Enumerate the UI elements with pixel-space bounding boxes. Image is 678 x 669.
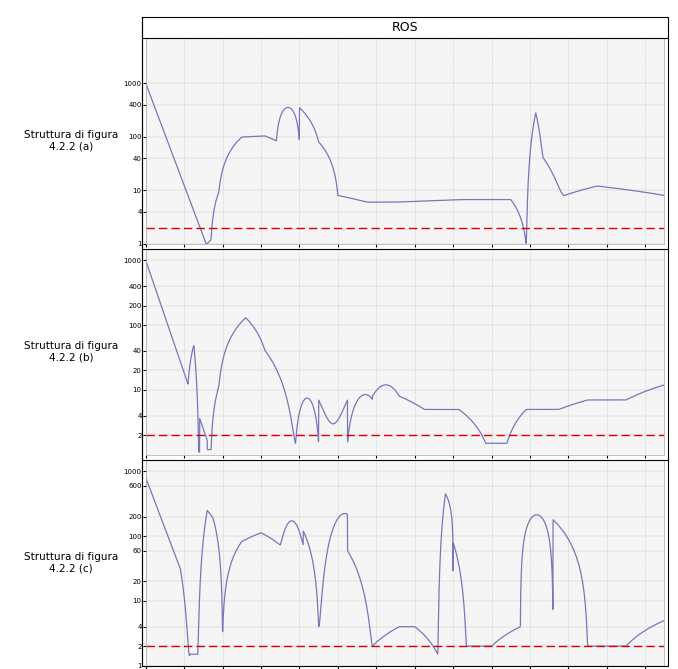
Text: ROS: ROS xyxy=(392,21,418,34)
Text: Struttura di figura
4.2.2 (c): Struttura di figura 4.2.2 (c) xyxy=(24,552,119,573)
Text: Struttura di figura
4.2.2 (a): Struttura di figura 4.2.2 (a) xyxy=(24,130,119,152)
Text: Struttura di figura
4.2.2 (b): Struttura di figura 4.2.2 (b) xyxy=(24,341,119,363)
